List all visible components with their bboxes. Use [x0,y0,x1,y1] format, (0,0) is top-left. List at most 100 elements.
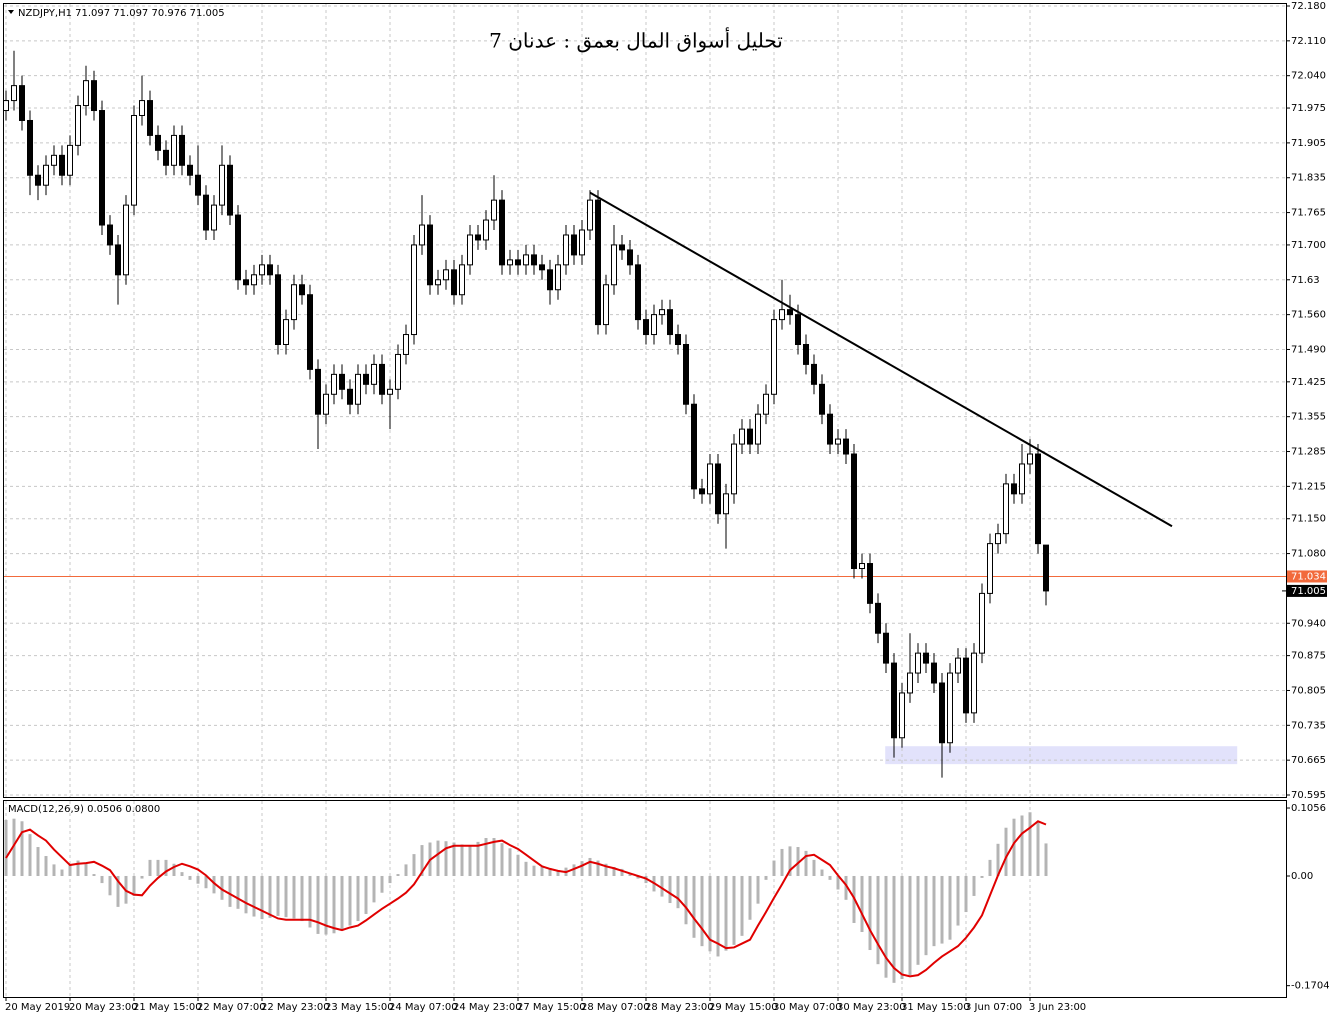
macd-bar [492,838,496,876]
x-tick-label: 30 May 07:00 [773,1002,842,1013]
macd-bar [476,841,480,876]
macd-bar [908,875,912,976]
y-tick-label: 71.63 [1291,275,1320,286]
candle-body [275,274,281,345]
macd-bar [700,875,704,947]
y-tick-label: 72.180 [1291,1,1326,12]
y-tick-label: 71.560 [1291,310,1326,321]
macd-bar [12,818,16,876]
macd-y-tick-label: 0.1056 [1291,803,1326,814]
candle-body [451,269,457,296]
candle-body [83,80,89,107]
x-tick-label: 22 May 07:00 [197,1002,266,1013]
macd-bar [388,875,392,884]
macd-bar [932,875,936,947]
y-tick-label: 70.940 [1291,618,1326,629]
y-tick-label: 71.425 [1291,377,1326,388]
candle-body [259,264,265,276]
candle-body [779,309,785,321]
candle-body [219,164,225,206]
macd-bar [84,863,88,876]
macd-bar [812,859,816,876]
candle-body [995,533,1001,545]
candle-body [315,368,321,415]
candle-body [243,279,249,286]
candle-body [499,199,505,266]
candle-body [147,100,153,136]
x-tick-label: 24 May 23:00 [453,1002,522,1013]
candle-body [787,309,793,316]
candle-body [299,284,305,296]
macd-bar [684,875,688,925]
candle-body [731,443,737,495]
candle-body [963,657,969,714]
candle-body [187,164,193,176]
macd-bar [820,869,824,876]
candle-body [163,149,169,166]
candle-body [971,652,977,714]
candle-body [107,224,113,246]
candle-body [467,234,473,266]
macd-bar [1004,827,1008,876]
candle-body [763,393,769,415]
candle-body [75,105,81,146]
x-tick-label: 28 May 23:00 [645,1002,714,1013]
macd-bar [140,875,144,879]
candle-body [691,403,697,490]
bid-label-bg [1287,584,1327,597]
candle-body [539,264,545,271]
candle-body [483,219,489,241]
macd-bar [860,875,864,932]
macd-bar [172,863,176,876]
candle-body [475,234,481,241]
macd-bar [556,870,560,876]
candle-body [867,563,873,604]
candle-body [59,154,65,176]
macd-bar [716,875,720,957]
candle-body [659,309,665,316]
macd-bar [836,875,840,890]
price-line-label: 71.034 [1291,571,1326,582]
candle-body [1003,483,1009,535]
candle-body [907,672,913,694]
candle-body [643,319,649,336]
candle-body [675,334,681,345]
x-tick-label: 24 May 07:00 [389,1002,458,1013]
candle-body [155,134,161,151]
x-tick-label: 20 May 2019 [5,1002,70,1013]
candle-body [27,119,33,176]
candle-body [755,413,761,445]
x-tick-label: 3 Jun 23:00 [1029,1002,1086,1013]
macd-signal-line [5,820,1047,978]
candle-body [883,632,889,664]
macd-bar [44,856,48,876]
macd-bar [116,875,120,907]
candle-body [739,428,745,445]
macd-bar [788,846,792,876]
candle-body [915,652,921,674]
candle-body [291,284,297,321]
candle-body [1019,463,1025,495]
x-tick-label: 22 May 23:00 [261,1002,330,1013]
macd-bar [548,868,552,876]
macd-bar [412,854,416,876]
candle-body [123,204,129,276]
candle-body [371,363,377,385]
candle-body [563,234,569,266]
y-tick-label: 71.765 [1291,208,1326,219]
macd-bar [28,834,32,876]
candle-body [139,100,145,117]
y-tick-label: 71.285 [1291,447,1326,458]
macd-bar [900,875,904,979]
candle-body [723,493,729,515]
macd-bar [340,875,344,931]
macd-bar [516,854,520,876]
macd-bar [988,859,992,876]
candle-body [835,438,841,445]
macd-bar [220,875,224,900]
macd-bar [108,875,112,896]
candle-body [131,115,137,206]
bid-label: 71.005 [1291,586,1326,597]
macd-bar [188,875,192,880]
candle-body [251,274,257,286]
